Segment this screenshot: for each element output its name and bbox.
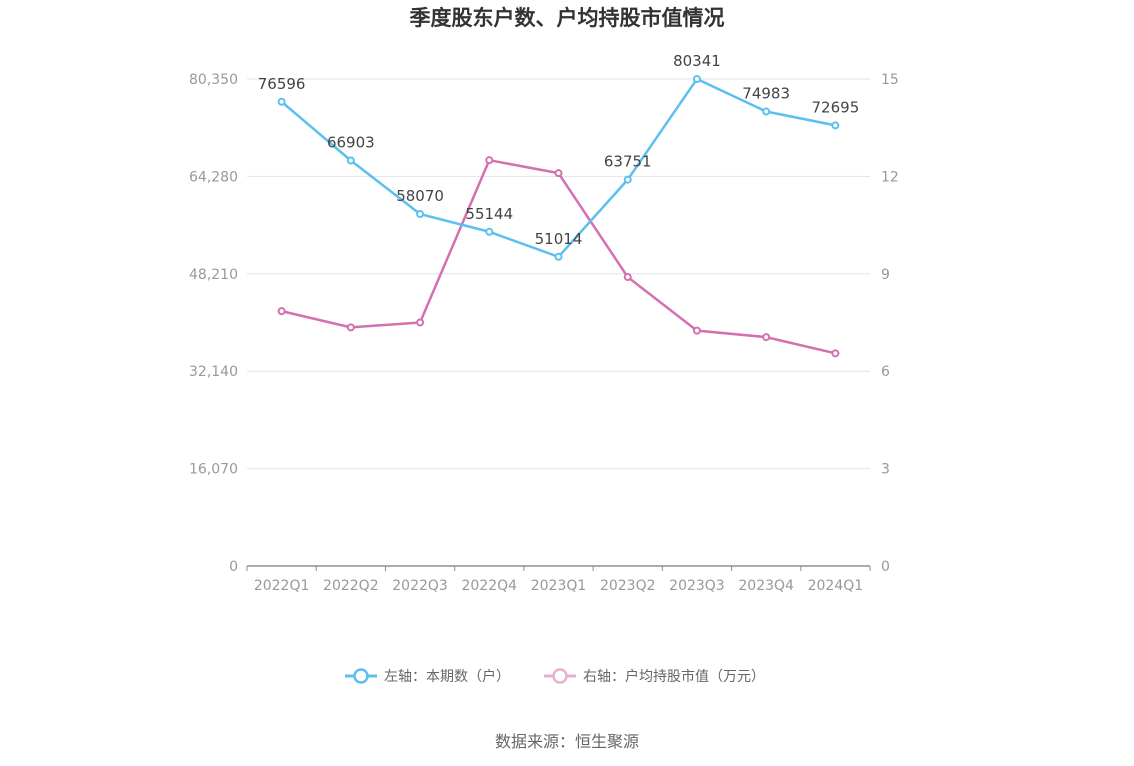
data-label: 51014 (535, 230, 583, 248)
data-point (692, 75, 701, 84)
data-label: 63751 (604, 153, 652, 171)
data-point (416, 210, 425, 219)
y-left-tick-label: 32,140 (189, 364, 238, 380)
data-point (623, 273, 632, 282)
data-point (623, 175, 632, 184)
data-label: 58070 (396, 187, 444, 205)
grid-lines (247, 78, 870, 470)
y-right-tick-label: 6 (881, 364, 890, 380)
data-point (346, 323, 355, 332)
data-point (346, 156, 355, 165)
data-point (762, 333, 771, 342)
legend-marker (552, 668, 568, 684)
data-point (416, 318, 425, 327)
legend-marker (353, 668, 369, 684)
data-label: 80341 (673, 52, 721, 70)
data-point (485, 156, 494, 165)
y-right-tick-label: 15 (881, 72, 899, 88)
data-point (831, 349, 840, 358)
chart-title: 季度股东户数、户均持股市值情况 (410, 6, 725, 30)
source-note: 数据来源：恒生聚源 (495, 732, 639, 751)
data-point (762, 107, 771, 116)
x-tick-label: 2022Q3 (392, 578, 448, 594)
y-left-tick-label: 80,350 (189, 72, 238, 88)
data-point (554, 169, 563, 178)
data-point (692, 326, 701, 335)
x-tick-label: 2023Q2 (600, 578, 656, 594)
data-point (831, 121, 840, 130)
x-tick-label: 2024Q1 (808, 578, 864, 594)
axes: 0 0 16,070 3 32,140 6 48,210 9 64,280 12 80,350 15 2… (189, 72, 899, 594)
data-label: 66903 (327, 134, 375, 152)
x-tick-label: 2022Q4 (461, 578, 517, 594)
data-label: 76596 (258, 75, 306, 93)
data-point (277, 307, 286, 316)
data-point (554, 252, 563, 261)
y-left-tick-label: 64,280 (189, 169, 238, 185)
legend[interactable]: 左轴：本期数（户） 右轴：户均持股市值（万元） (345, 668, 765, 685)
y-left-tick-label: 0 (229, 559, 238, 575)
y-right-tick-label: 12 (881, 169, 899, 185)
data-point (277, 97, 286, 106)
data-label: 72695 (812, 98, 860, 116)
legend-label: 右轴：户均持股市值（万元） (583, 668, 765, 685)
data-labels: 76596 66903 58070 55144 51014 63751 80341 74983… (258, 52, 859, 248)
y-right-tick-label: 0 (881, 559, 890, 575)
y-left-tick-label: 16,070 (189, 462, 238, 478)
x-tick-label: 2023Q3 (669, 578, 725, 594)
y-right-tick-label: 9 (881, 267, 890, 283)
data-label: 74983 (742, 85, 790, 103)
x-tick-label: 2022Q1 (254, 578, 310, 594)
y-left-tick-label: 48,210 (189, 267, 238, 283)
x-tick-label: 2023Q4 (738, 578, 794, 594)
legend-label: 左轴：本期数（户） (384, 668, 510, 685)
data-label: 55144 (465, 205, 513, 223)
x-tick-label: 2022Q2 (323, 578, 379, 594)
data-point (485, 227, 494, 236)
series-group (277, 75, 840, 358)
y-right-tick-label: 3 (881, 462, 890, 478)
x-tick-label: 2023Q1 (531, 578, 587, 594)
